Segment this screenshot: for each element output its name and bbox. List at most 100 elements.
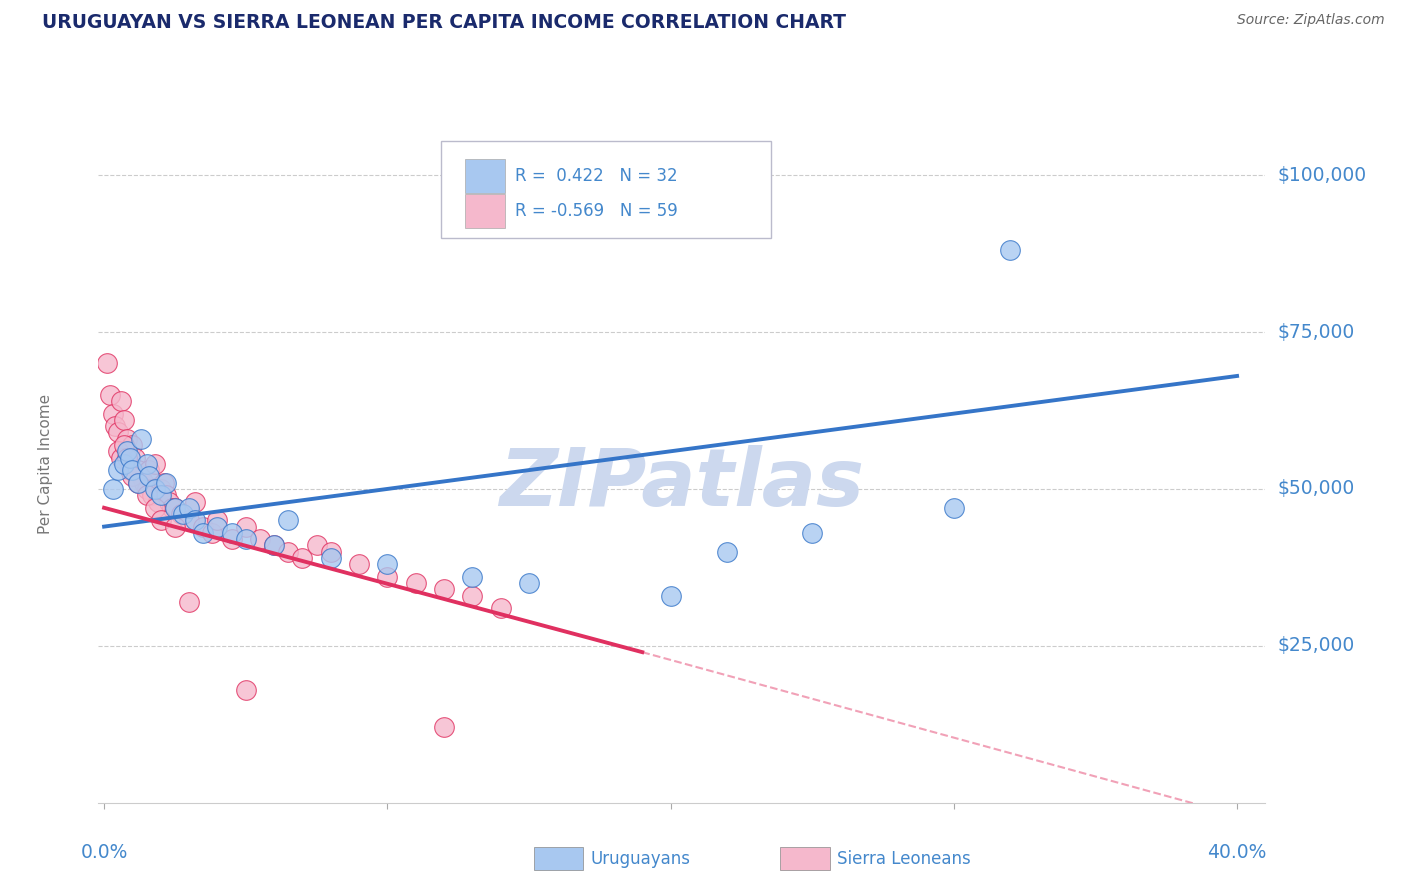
Point	[155, 475, 177, 490]
Point	[942, 500, 965, 515]
Point	[461, 570, 484, 584]
Point	[115, 450, 138, 465]
Text: 0.0%: 0.0%	[80, 844, 128, 863]
Point	[207, 513, 229, 527]
Point	[104, 419, 127, 434]
Point	[121, 438, 143, 452]
Point	[177, 595, 200, 609]
Point	[98, 388, 121, 402]
Point	[177, 513, 200, 527]
Point	[157, 494, 180, 508]
Point	[121, 469, 143, 483]
Text: URUGUAYAN VS SIERRA LEONEAN PER CAPITA INCOME CORRELATION CHART: URUGUAYAN VS SIERRA LEONEAN PER CAPITA I…	[42, 13, 846, 32]
Point	[138, 463, 160, 477]
Point	[201, 525, 224, 540]
Point	[263, 538, 285, 552]
Point	[135, 457, 157, 471]
Point	[375, 558, 398, 572]
Point	[177, 500, 200, 515]
Point	[347, 558, 370, 572]
Point	[235, 532, 257, 546]
Point	[127, 463, 149, 477]
Point	[124, 450, 146, 465]
Point	[112, 438, 135, 452]
Text: Sierra Leoneans: Sierra Leoneans	[837, 850, 970, 868]
Text: $100,000: $100,000	[1277, 166, 1367, 185]
Point	[659, 589, 682, 603]
Point	[135, 488, 157, 502]
Point	[183, 494, 205, 508]
Point	[249, 532, 271, 546]
Point	[115, 432, 138, 446]
Point	[138, 469, 160, 483]
Point	[163, 500, 186, 515]
Text: $50,000: $50,000	[1277, 479, 1354, 499]
Point	[163, 500, 186, 515]
Point	[129, 432, 152, 446]
Point	[489, 601, 512, 615]
Point	[112, 457, 135, 471]
Text: $25,000: $25,000	[1277, 636, 1354, 656]
Point	[160, 500, 183, 515]
Point	[118, 450, 141, 465]
Point	[115, 444, 138, 458]
Point	[319, 551, 342, 566]
Point	[172, 507, 194, 521]
Point	[291, 551, 314, 566]
Point	[221, 525, 243, 540]
Point	[96, 356, 118, 370]
Point	[143, 482, 166, 496]
Point	[149, 488, 172, 502]
Point	[110, 450, 132, 465]
Point	[169, 507, 191, 521]
Point	[155, 488, 177, 502]
Point	[221, 532, 243, 546]
Point	[375, 570, 398, 584]
Point	[127, 475, 149, 490]
Point	[152, 475, 174, 490]
Point	[235, 519, 257, 533]
Point	[110, 394, 132, 409]
Text: Uruguayans: Uruguayans	[591, 850, 690, 868]
Point	[716, 545, 738, 559]
Point	[112, 413, 135, 427]
Point	[277, 513, 299, 527]
Point	[801, 525, 824, 540]
Point	[461, 589, 484, 603]
Point	[101, 407, 124, 421]
Point	[405, 576, 427, 591]
Point	[1000, 244, 1022, 258]
Point	[183, 513, 205, 527]
Point	[135, 482, 157, 496]
Text: $75,000: $75,000	[1277, 323, 1354, 342]
Point	[107, 444, 129, 458]
Point	[132, 475, 155, 490]
Point	[149, 482, 172, 496]
Point	[118, 463, 141, 477]
Point	[433, 582, 456, 597]
Point	[517, 576, 540, 591]
Point	[141, 488, 163, 502]
Point	[305, 538, 328, 552]
Point	[277, 545, 299, 559]
Text: R = -0.569   N = 59: R = -0.569 N = 59	[515, 202, 678, 220]
Point	[207, 519, 229, 533]
Point	[107, 425, 129, 440]
Text: 40.0%: 40.0%	[1208, 844, 1267, 863]
Point	[319, 545, 342, 559]
Point	[107, 463, 129, 477]
Point	[193, 519, 215, 533]
Point	[143, 457, 166, 471]
Point	[101, 482, 124, 496]
Point	[143, 500, 166, 515]
Point	[193, 525, 215, 540]
Point	[146, 494, 169, 508]
Point	[129, 469, 152, 483]
Text: Source: ZipAtlas.com: Source: ZipAtlas.com	[1237, 13, 1385, 28]
Point	[163, 519, 186, 533]
Point	[263, 538, 285, 552]
Point	[127, 475, 149, 490]
Point	[433, 721, 456, 735]
Point	[149, 513, 172, 527]
Text: R =  0.422   N = 32: R = 0.422 N = 32	[515, 167, 678, 185]
